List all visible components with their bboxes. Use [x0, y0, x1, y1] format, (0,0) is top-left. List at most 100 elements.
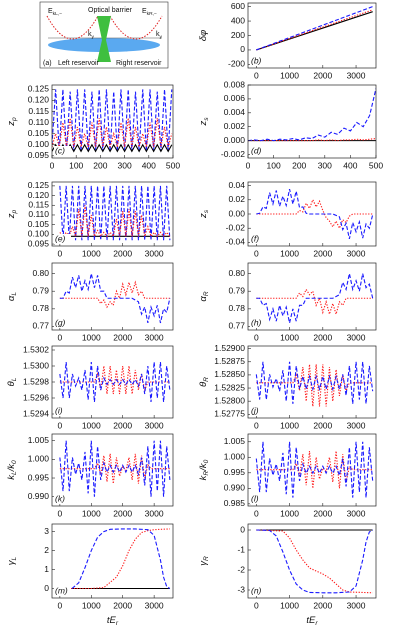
plot-frame [51, 84, 174, 159]
x-tick-label: 3000 [145, 508, 164, 518]
y-tick-label: 1.52875 [214, 356, 245, 366]
y-tick-label: -0.002 [221, 149, 245, 159]
label-main: E [48, 8, 53, 15]
data-line [59, 528, 170, 590]
x-tick-label: 0 [254, 508, 259, 518]
x-tick-label: 100 [267, 160, 281, 170]
label-main: tE [107, 615, 117, 626]
x-tick-label: 0 [50, 160, 55, 170]
y-tick-label: 0.110 [28, 117, 49, 127]
x-tick-label: 1000 [280, 70, 299, 80]
data-line [255, 441, 374, 498]
y-tick-label: 1.52900 [214, 343, 245, 353]
y-axis-label: θR [198, 377, 211, 387]
label-main: E [142, 8, 147, 15]
y-tick-label: 0.79 [228, 285, 245, 295]
label-main: γ [198, 560, 209, 566]
panel-label-bg [54, 406, 71, 416]
left-dispersion [46, 15, 99, 40]
y-axis-label: δφ [198, 30, 209, 41]
data-line [59, 273, 171, 324]
x-tick-label: 0 [57, 248, 62, 258]
ky-right: ky [156, 31, 163, 40]
left-label: Left reservoir [58, 60, 100, 67]
x-tick-label: 2000 [113, 248, 132, 258]
panel: -0.002 0.000 0.002 0.004 0.006 0.008 0 100 200 30… [198, 79, 384, 170]
right-dispersion [109, 15, 163, 40]
series-group [256, 273, 374, 324]
label-main: θ [198, 381, 209, 387]
diagram-title: Optical barrier [88, 7, 133, 14]
data-line [256, 11, 373, 51]
panel: 0.985 0.990 0.995 1.000 1.005 0 1000 2000 3000 (l… [198, 433, 377, 518]
series-group [255, 441, 374, 498]
panel-label: (d) [251, 145, 262, 155]
label-main: tE [306, 615, 316, 626]
data-line [256, 529, 373, 594]
panel-label-bg [250, 318, 267, 328]
y-axis-label: zs [198, 209, 211, 219]
x-tick-label: 1000 [82, 508, 101, 518]
y-tick-label: 0.110 [28, 209, 49, 219]
x-tick-label: 0 [57, 332, 62, 342]
series-group [59, 440, 171, 497]
panel-label: (g) [55, 317, 66, 327]
series-group [59, 528, 171, 590]
y-tick-label: 1.52825 [214, 382, 245, 392]
panel: 1.52775 1.52800 1.52825 1.52850 1.52875 1.529… [198, 343, 377, 430]
x-tick-label: 0 [254, 332, 259, 342]
y-tick-label: 0.80 [228, 268, 245, 278]
x-tick-label: 2000 [313, 70, 332, 80]
label-sub: L [11, 292, 18, 296]
x-tick-label: 0 [254, 70, 259, 80]
y-tick-label: 1.5302 [23, 344, 49, 354]
y-tick-label: 0.105 [28, 219, 50, 229]
x-tick-label: 100 [69, 160, 83, 170]
x-tick-label: 2000 [113, 420, 132, 430]
panel-label: (m) [55, 585, 68, 595]
y-tick-label: 3 [44, 526, 49, 536]
y-axis-label: γR [198, 556, 211, 566]
x-tick-label: 0 [254, 248, 259, 258]
plot-frame [51, 262, 174, 331]
y-tick-label: 0.120 [28, 190, 50, 200]
energy-right: EkR,− [142, 8, 157, 17]
x-tick-label: 0 [57, 600, 62, 610]
y-tick-label: 0.77 [32, 321, 49, 331]
y-axis-label: kL/k0 [6, 460, 19, 480]
x-tick-label: 0 [57, 420, 62, 430]
label-sub: r [116, 620, 119, 627]
panel-label: (e) [55, 233, 66, 243]
x-tick-label: 2000 [313, 600, 332, 610]
panel-label: (f) [251, 233, 259, 243]
y-tick-label: 1.000 [28, 454, 50, 464]
y-tick-label: 0.002 [224, 121, 246, 131]
x-tick-label: 400 [343, 160, 357, 170]
panel: 0.77 0.78 0.79 0.80 0 1000 2000 3000 (g) αL [6, 262, 174, 342]
series-group [256, 6, 373, 51]
y-tick-label: 1.52775 [214, 409, 245, 419]
plot-frame [247, 84, 377, 159]
panel-label-bg [250, 234, 267, 244]
ky-left: ky [88, 31, 95, 40]
y-tick-label: 0.100 [28, 139, 50, 149]
series-group [59, 361, 171, 403]
label-sub: L [11, 556, 18, 560]
x-tick-label: 0 [254, 600, 259, 610]
x-tick-label: 500 [369, 160, 383, 170]
y-tick-label: 1.5300 [23, 360, 49, 370]
y-tick-label: 0.995 [28, 472, 50, 482]
data-line [256, 288, 373, 317]
label-rest: /k [6, 463, 17, 473]
y-tick-label: 0.79 [32, 285, 49, 295]
series-group [59, 185, 171, 241]
y-axis-label: θL [6, 377, 19, 386]
x-tick-label: 3000 [347, 70, 366, 80]
label-sub: p [11, 209, 18, 214]
data-line [59, 528, 171, 590]
label-main: α [198, 296, 209, 302]
